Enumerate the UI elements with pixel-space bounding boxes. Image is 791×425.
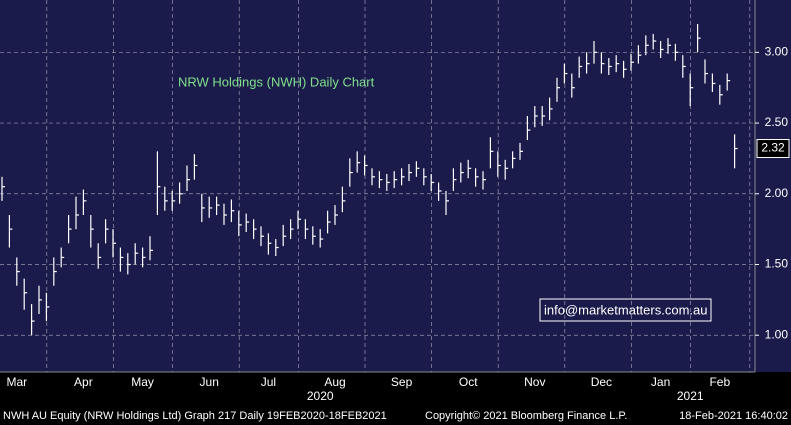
x-year-label: 2020 <box>307 389 334 403</box>
x-tick-label: Mar <box>6 375 27 389</box>
footer-center: Copyright© 2021 Bloomberg Finance L.P. <box>425 410 627 422</box>
footer-left: NWH AU Equity (NRW Holdings Ltd) Graph 2… <box>3 410 387 422</box>
last-price-box <box>756 139 790 159</box>
x-tick-label: Feb <box>709 375 730 389</box>
x-tick-label: Jan <box>651 375 670 389</box>
chart-title: NRW Holdings (NWH) Daily Chart <box>178 74 375 89</box>
y-tick-label: 3.00 <box>765 45 789 59</box>
y-tick-label: 2.00 <box>765 186 789 200</box>
x-axis-band <box>0 372 791 405</box>
x-tick-label: Sep <box>391 375 413 389</box>
footer-band <box>0 405 791 425</box>
x-tick-label: Aug <box>324 375 345 389</box>
x-tick-label: Jun <box>200 375 219 389</box>
y-tick-label: 2.50 <box>765 115 789 129</box>
last-price-label: 2.32 <box>761 141 785 155</box>
x-tick-label: Oct <box>459 375 478 389</box>
x-tick-label: Nov <box>524 375 545 389</box>
footer-right: 18-Feb-2021 16:40:02 <box>679 410 788 422</box>
x-tick-label: May <box>131 375 154 389</box>
x-tick-label: Dec <box>591 375 612 389</box>
watermark: info@marketmatters.com.au <box>544 302 707 317</box>
watermark-box <box>539 298 712 322</box>
y-tick-label: 1.50 <box>765 257 789 271</box>
x-tick-label: Jul <box>261 375 276 389</box>
x-year-label: 2021 <box>677 389 704 403</box>
y-tick-label: 1.00 <box>765 327 789 341</box>
x-tick-label: Apr <box>74 375 93 389</box>
